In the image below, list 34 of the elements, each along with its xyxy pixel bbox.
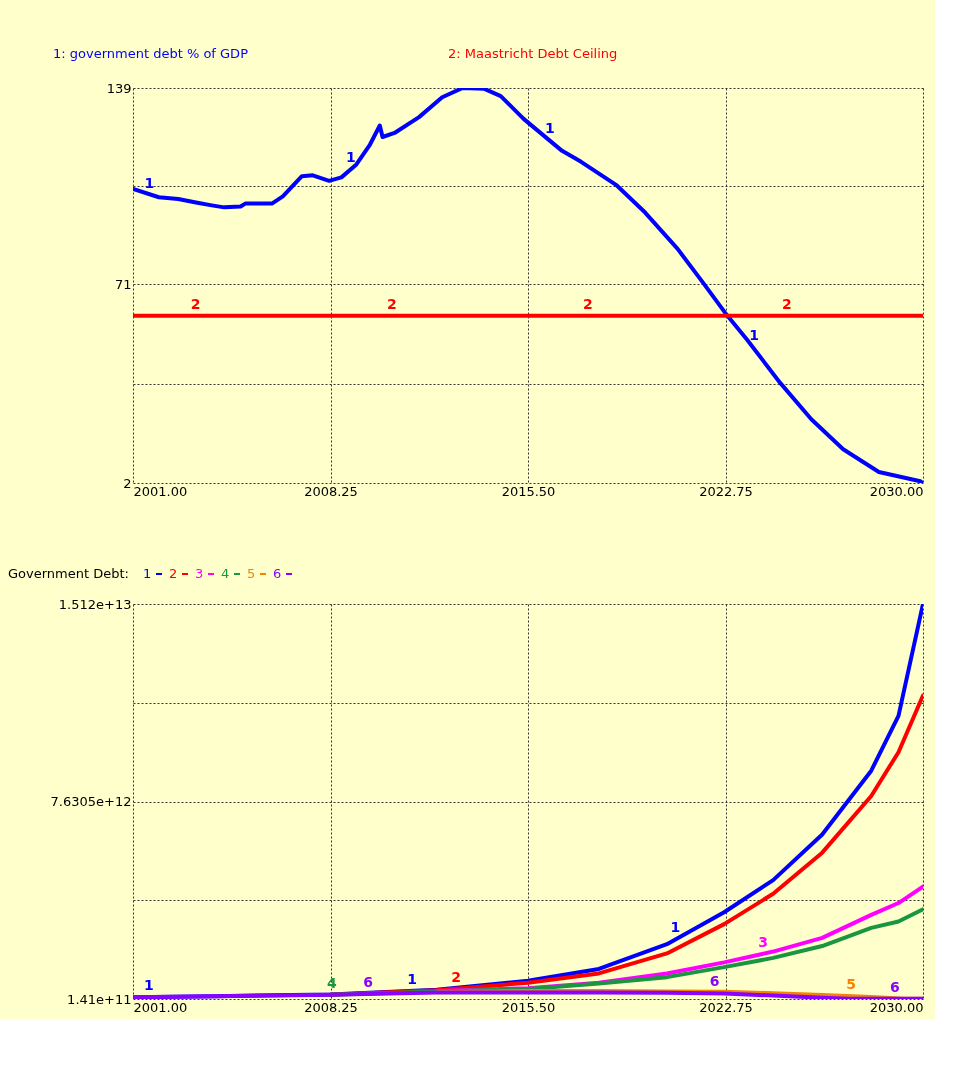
x-tick-label: 2001.00: [133, 999, 188, 1015]
x-tick-label: 2015.50: [501, 483, 556, 499]
annotation: 1: [749, 327, 759, 344]
y-tick-label: 7.6305e+12: [50, 794, 132, 809]
legend-label: 2: [169, 566, 178, 581]
text: 2: Maastricht Debt Ceiling: [448, 46, 618, 61]
x-tick-label: 2008.25: [304, 999, 358, 1015]
legend-label: 4: [221, 566, 230, 581]
annotation: 2: [190, 295, 201, 312]
x-tick-label: 2015.50: [501, 999, 556, 1015]
x-tick-label: 2008.25: [304, 483, 358, 499]
annotation: 1: [346, 148, 356, 165]
x-tick-label: 2022.75: [699, 999, 753, 1015]
annotation: 1: [144, 174, 155, 191]
x-tick-label: 2030.00: [869, 999, 924, 1015]
text: 1: government debt % of GDP: [53, 46, 249, 61]
y-tick-label: 2: [123, 475, 132, 491]
line-series: [133, 88, 923, 483]
annotation: 1: [544, 119, 555, 136]
annotation: 2: [386, 295, 397, 312]
legend-title: Government Debt:: [8, 566, 129, 581]
legend-label: 6: [273, 566, 282, 581]
annotation: 2: [781, 295, 792, 312]
legend-label: 3: [195, 566, 204, 581]
y-tick-label: 1.512e+13: [58, 596, 132, 612]
x-tick-label: 2001.00: [133, 483, 188, 499]
x-tick-label: 2022.75: [699, 483, 753, 499]
annotation: 2: [583, 295, 593, 312]
y-tick-label: 139: [106, 80, 132, 96]
y-tick-label: 1.41e+11: [67, 991, 132, 1007]
legend-label: 5: [247, 566, 256, 581]
x-tick-label: 2030.00: [869, 483, 924, 499]
y-tick-label: 71: [114, 276, 132, 292]
legend-label: 1: [143, 566, 152, 581]
